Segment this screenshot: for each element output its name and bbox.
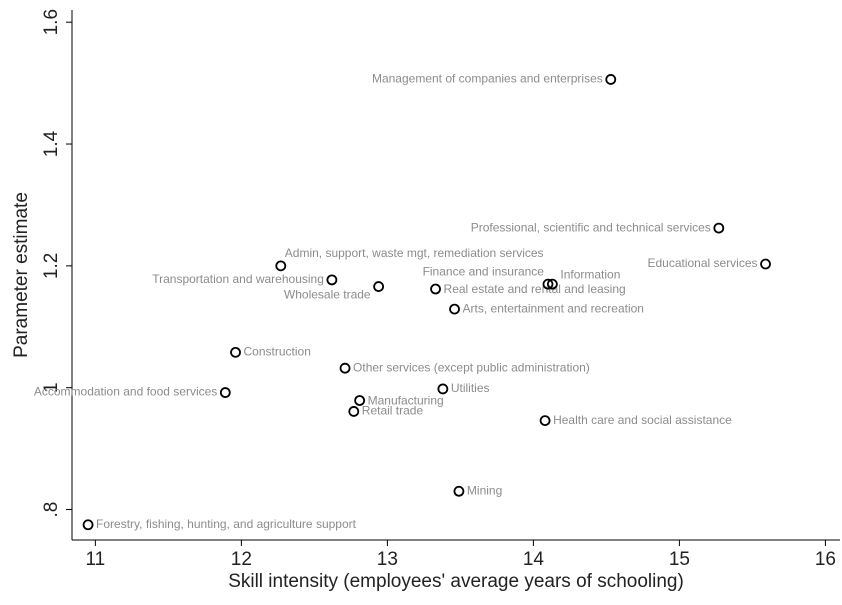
point [542, 278, 554, 290]
x-tick-label: 13 [377, 549, 398, 570]
point-label: Retail trade [362, 404, 424, 418]
y-tick-label: 1.2 [41, 253, 62, 279]
point [373, 281, 385, 292]
point-label: Information [560, 267, 620, 281]
point-label: Arts, entertainment and recreation [463, 301, 644, 315]
y-tick-label: .8 [41, 502, 62, 518]
x-tick-label: 12 [231, 549, 252, 570]
point [275, 260, 287, 272]
y-tick-label: 1.6 [41, 9, 62, 35]
point [354, 395, 366, 406]
x-axis-label: Skill intensity (employees' average year… [228, 571, 684, 592]
y-tick-label: 1 [41, 382, 62, 393]
y-tick-label: 1.4 [41, 130, 62, 157]
x-tick-label: 14 [523, 549, 545, 570]
point-label: Admin, support, waste mgt, remediation s… [285, 246, 544, 260]
point-label: Accommodation and food services [34, 385, 217, 399]
point [539, 415, 551, 426]
point-label: Forestry, fishing, hunting, and agricult… [96, 517, 357, 531]
point-label: Transportation and warehousing [152, 272, 324, 286]
x-tick-label: 16 [815, 549, 836, 570]
point-label: Management of companies and enterprises [372, 72, 603, 86]
point-label: Health care and social assistance [553, 413, 732, 427]
point-label: Manufacturing [368, 394, 444, 408]
point [219, 387, 231, 398]
point [449, 303, 460, 315]
x-tick-label: 11 [85, 549, 105, 570]
point [82, 519, 94, 531]
point-label: Mining [467, 483, 502, 497]
point [453, 485, 465, 497]
point [546, 278, 558, 290]
point-label: Utilities [451, 381, 490, 395]
point-label: Educational services [647, 256, 757, 270]
y-axis-label: Parameter estimate [11, 192, 32, 358]
point [339, 362, 351, 374]
point [760, 258, 771, 270]
x-tick-label: 15 [669, 549, 690, 570]
point [326, 274, 338, 286]
point-label: Real estate and rental and leasing [444, 282, 626, 296]
point-label: Construction [244, 345, 311, 359]
point [348, 406, 360, 417]
point [437, 383, 449, 395]
point [230, 346, 241, 358]
point [605, 74, 617, 85]
point-label: Other services (except public administra… [353, 360, 590, 374]
point-label: Professional, scientific and technical s… [471, 220, 711, 234]
point [430, 283, 441, 295]
point-label: Wholesale trade [284, 288, 371, 302]
point-label: Finance and insurance [423, 264, 545, 278]
point [713, 222, 725, 234]
